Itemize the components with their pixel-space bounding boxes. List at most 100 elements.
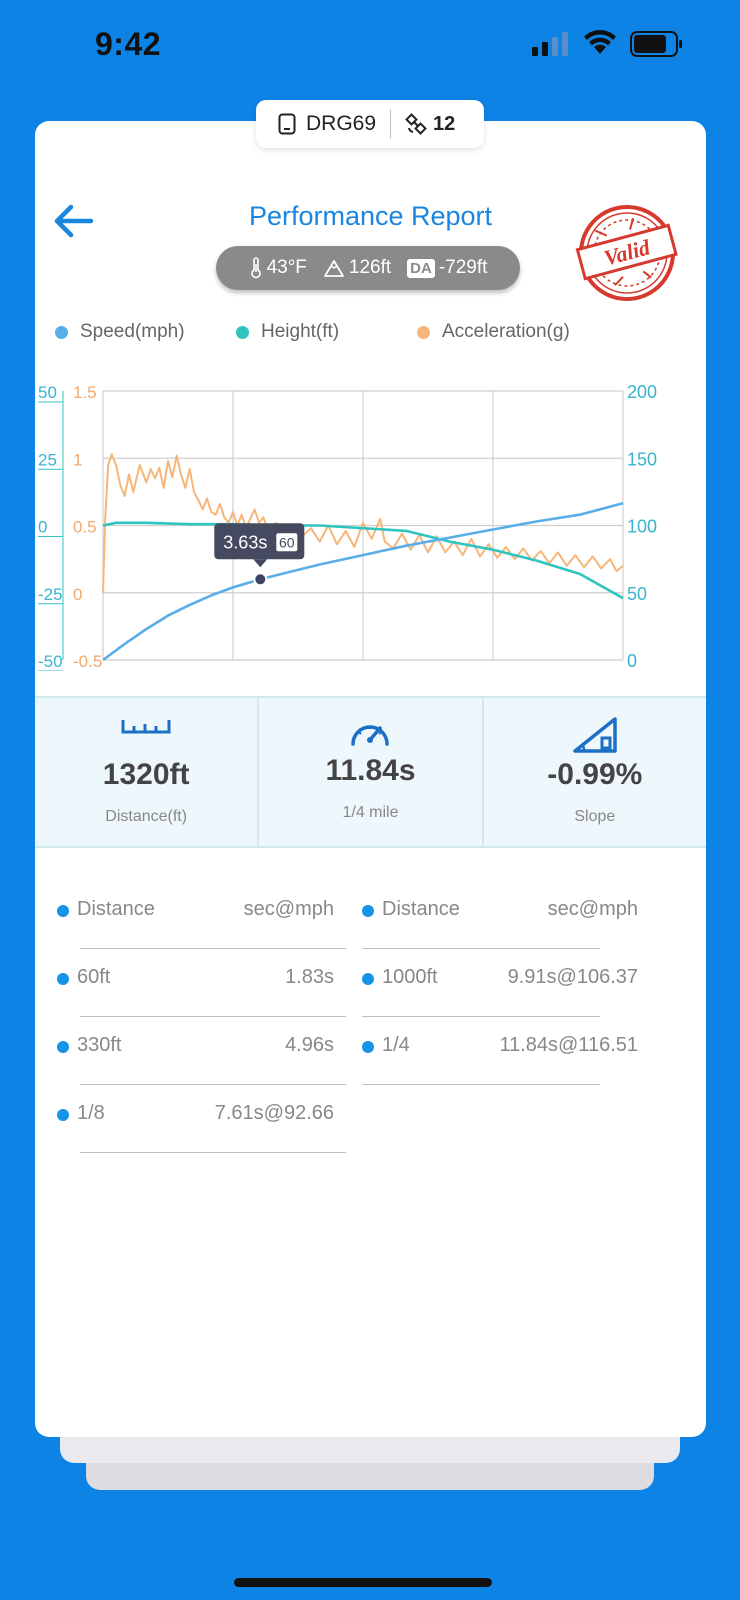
height-tick-label: 0 — [38, 518, 47, 537]
legend-height[interactable]: Height(ft) — [236, 321, 339, 343]
pill-divider — [390, 110, 392, 138]
bullet — [362, 905, 374, 917]
performance-chart[interactable]: 50 25 0 -25 -50 1.5 1 0.5 0 -0.5 200 150 100 50 0 3.63s… — [35, 361, 706, 671]
temperature: 43°F — [249, 257, 307, 279]
stat-distance-label: Distance(ft) — [105, 808, 188, 825]
stat-quarter-mile-value: 11.84s — [325, 754, 416, 787]
conditions-pill: 43°F 126ft DA -729ft — [216, 246, 520, 290]
stat-slope-label: Slope — [574, 808, 616, 825]
device-name: DRG69 — [306, 112, 377, 135]
divider — [362, 1084, 600, 1085]
split-row: 330ft 4.96s — [35, 1017, 346, 1085]
acceleration-tick-label: 0.5 — [73, 518, 97, 537]
mountain-icon — [324, 260, 344, 277]
split-distance: 330ft — [77, 1034, 122, 1056]
speed-tick-label: 50 — [627, 584, 647, 604]
split-row: 60ft 1.83s — [35, 949, 346, 1017]
split-distance: 1000ft — [382, 966, 438, 988]
acceleration-tick-label: 1 — [73, 450, 82, 469]
legend-acceleration-dot — [417, 325, 430, 339]
header-value: sec@mph — [547, 898, 638, 920]
stat-slope-value: -0.99% — [547, 758, 643, 791]
divider — [80, 948, 346, 949]
bullet — [57, 1109, 69, 1121]
temperature-value: 43°F — [266, 257, 307, 278]
splits-header-right: Distance sec@mph — [362, 881, 638, 949]
height-tick-label: 50 — [38, 383, 57, 402]
bullet — [57, 1041, 69, 1053]
header-value: sec@mph — [243, 898, 334, 920]
divider — [362, 1016, 600, 1017]
speedometer-icon — [351, 725, 390, 746]
da-badge: DA — [407, 258, 435, 278]
status-time: 9:42 — [95, 26, 162, 62]
speed-tick-label: 0 — [627, 651, 637, 671]
tooltip-value-badge — [276, 533, 298, 552]
ruler-icon — [121, 720, 171, 734]
split-value: 1.83s — [285, 966, 334, 988]
speed-tick-label: 100 — [627, 517, 657, 537]
stamp-text: Valid — [601, 234, 653, 270]
status-bar: 9:42 — [0, 0, 740, 90]
acceleration-tick-label: 1.5 — [73, 383, 97, 402]
speed-tick-label: 200 — [627, 382, 657, 402]
split-distance: 1/8 — [77, 1102, 105, 1124]
altitude: 126ft — [323, 257, 391, 279]
bullet — [362, 1041, 374, 1053]
split-row: 1000ft 9.91s@106.37 — [362, 949, 638, 1017]
device-pill[interactable]: DRG69 12 — [256, 100, 484, 148]
page-title: Performance Report — [248, 201, 493, 231]
density-altitude: DA -729ft — [407, 257, 487, 279]
height-tick-label: 25 — [38, 450, 57, 469]
valid-stamp: Valid — [575, 205, 678, 301]
split-value: 9.91s@106.37 — [507, 966, 638, 988]
stat-distance-value: 1320ft — [102, 758, 190, 791]
tooltip-pointer — [253, 559, 268, 568]
divider — [80, 1152, 346, 1153]
slope-icon — [573, 717, 617, 753]
cellular-signal-icon — [532, 32, 568, 56]
legend-acceleration-label: Acceleration(g) — [442, 321, 570, 342]
legend-speed[interactable]: Speed(mph) — [55, 321, 185, 343]
legend-height-dot — [236, 325, 249, 339]
legend-speed-label: Speed(mph) — [80, 321, 185, 342]
tooltip-time: 3.63s — [223, 532, 267, 552]
legend-speed-dot — [55, 325, 68, 339]
back-arrow-icon[interactable] — [51, 201, 97, 241]
series-line-speed — [102, 502, 624, 662]
bullet — [57, 905, 69, 917]
height-tick-label: -50 — [38, 652, 63, 671]
wifi-icon — [584, 30, 616, 54]
split-row: 1/8 7.61s@92.66 — [35, 1085, 346, 1153]
divider — [80, 1084, 346, 1085]
satellite-icon — [405, 113, 427, 135]
bullet — [362, 973, 374, 985]
splits-header-left: Distance sec@mph — [35, 881, 346, 949]
split-value: 11.84s@116.51 — [499, 1034, 638, 1056]
split-distance: 1/4 — [382, 1034, 410, 1056]
home-indicator — [234, 1578, 492, 1587]
satellite-count: 12 — [433, 112, 456, 135]
stat-distance: 1320ft Distance(ft) — [35, 698, 260, 846]
header-distance: Distance — [77, 898, 155, 920]
split-distance: 60ft — [77, 966, 111, 988]
acceleration-tick-label: 0 — [73, 585, 82, 604]
split-row: 1/4 11.84s@116.51 — [362, 1017, 638, 1085]
device-icon — [278, 113, 296, 135]
height-tick-label: -25 — [38, 585, 63, 604]
acceleration-tick-label: -0.5 — [73, 652, 102, 671]
split-value: 7.61s@92.66 — [214, 1102, 334, 1124]
legend-acceleration[interactable]: Acceleration(g) — [417, 321, 570, 343]
altitude-value: 126ft — [348, 257, 392, 278]
chart-legend: Speed(mph) Height(ft) Acceleration(g) — [35, 321, 706, 351]
legend-height-label: Height(ft) — [261, 321, 340, 342]
split-value: 4.96s — [285, 1034, 334, 1056]
speed-tick-label: 150 — [627, 449, 657, 469]
stat-quarter-mile: 11.84s 1/4 mile — [259, 698, 484, 846]
battery-icon — [630, 31, 682, 57]
bullet — [57, 973, 69, 985]
thermometer-icon — [250, 257, 261, 279]
tooltip-value: 60 — [279, 534, 295, 550]
divider — [362, 948, 600, 949]
series-line-height — [102, 521, 624, 600]
